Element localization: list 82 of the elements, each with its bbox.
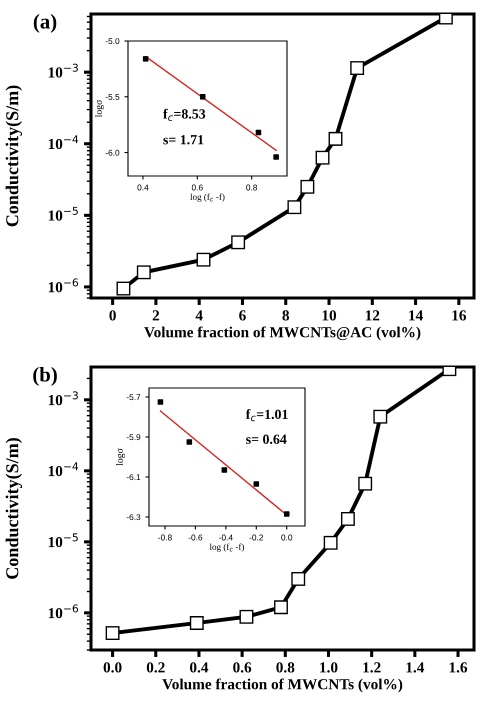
y-tick-label: 10$^{−5}$ — [48, 206, 78, 221]
x-tick-label: 0.8 — [276, 662, 294, 673]
point — [186, 439, 192, 445]
y-tick-label: -5.7 — [126, 394, 140, 400]
point — [142, 56, 148, 62]
x-tick-label: 8 — [282, 310, 290, 321]
y-axis-title: logσ — [116, 448, 125, 466]
x-tick-label: 0 — [109, 310, 116, 321]
x-tick-label: 1.6 — [450, 662, 468, 673]
x-tick-label: 0.8 — [246, 184, 258, 190]
point — [324, 536, 338, 550]
y-axis-title: logσ — [95, 100, 104, 118]
point — [284, 511, 290, 517]
annotation: f$_{c}$=8.53 — [163, 108, 206, 121]
y-tick-label: 10$^{−6}$ — [48, 278, 78, 292]
y-tick-label: 10$^{−4}$ — [48, 135, 78, 150]
y-tick-label: 10$^{−3}$ — [48, 64, 78, 78]
x-tick-label: 0.2 — [146, 662, 165, 673]
point — [200, 94, 206, 100]
x-tick-label: 16 — [452, 310, 466, 321]
point — [240, 610, 254, 624]
point — [106, 626, 120, 640]
point — [231, 235, 246, 250]
x-tick-label: 12 — [366, 310, 380, 320]
y-tick-label: -5.9 — [126, 434, 140, 440]
point — [316, 150, 330, 165]
annotation: s= 1.71 — [163, 135, 204, 144]
x-axis-title: log (f$_{c}$ -f) — [210, 543, 244, 552]
point — [256, 130, 262, 136]
x-tick-label: -0.8 — [158, 534, 172, 540]
point — [254, 481, 260, 487]
y-tick-label: 10$^{−5}$ — [48, 533, 78, 548]
point — [158, 399, 164, 405]
x-tick-label: 2 — [152, 310, 160, 320]
y-tick-label: -5.5 — [106, 94, 120, 100]
x-axis-title: Volume fraction of MWCNTs@AC (vol%) — [144, 326, 420, 340]
x-axis-title: log (f$_{c}$ -f) — [190, 193, 225, 202]
chart-title: (a) — [34, 14, 56, 33]
point — [328, 132, 342, 146]
point — [291, 572, 306, 586]
y-tick-label: 10$^{−6}$ — [48, 604, 78, 618]
y-tick-label: -6.1 — [126, 474, 140, 480]
x-tick-label: -0.2 — [249, 534, 264, 540]
x-axis-title: Volume fraction of MWCNTs (vol%) — [162, 678, 402, 692]
y-tick-label: -6.0 — [106, 150, 120, 156]
y-tick-label: 10$^{−4}$ — [48, 462, 78, 476]
y-axis-title: Conductivity(S/m) — [6, 438, 22, 579]
x-tick-label: 0.6 — [192, 184, 203, 190]
point — [373, 410, 388, 424]
annotation: f$_{c}$=1.01 — [246, 409, 288, 422]
point — [287, 200, 302, 214]
x-tick-label: 0.0 — [104, 662, 122, 673]
point — [116, 282, 130, 296]
point — [136, 265, 151, 280]
point — [273, 154, 279, 160]
y-axis-title: Conductivity(S/m) — [6, 86, 22, 226]
x-tick-label: 1.2 — [363, 662, 381, 673]
x-tick-label: 14 — [409, 310, 423, 320]
x-tick-label: 0.4 — [190, 662, 208, 673]
point — [274, 600, 288, 614]
x-tick-label: 0.6 — [233, 662, 252, 673]
point — [196, 252, 210, 267]
x-tick-label: 0.0 — [281, 534, 292, 540]
y-tick-label: -6.3 — [126, 514, 140, 520]
x-tick-label: 1.0 — [320, 662, 338, 673]
x-tick-label: 1.4 — [406, 662, 424, 673]
x-tick-label: -0.6 — [188, 534, 202, 540]
point — [300, 180, 314, 194]
x-tick-label: 10 — [322, 310, 336, 321]
x-tick-label: -0.4 — [219, 534, 233, 540]
point — [222, 467, 228, 473]
x-tick-label: 4 — [196, 310, 203, 320]
point — [340, 512, 355, 526]
x-tick-label: 6 — [239, 310, 246, 321]
point — [350, 61, 364, 76]
point — [358, 476, 372, 491]
y-tick-label: 10$^{−3}$ — [48, 391, 78, 406]
chart-title: (b) — [33, 367, 57, 386]
annotation: s= 0.64 — [246, 434, 287, 444]
point — [190, 616, 204, 630]
x-tick-label: 0.4 — [137, 184, 148, 190]
y-tick-label: -5.0 — [106, 38, 120, 44]
